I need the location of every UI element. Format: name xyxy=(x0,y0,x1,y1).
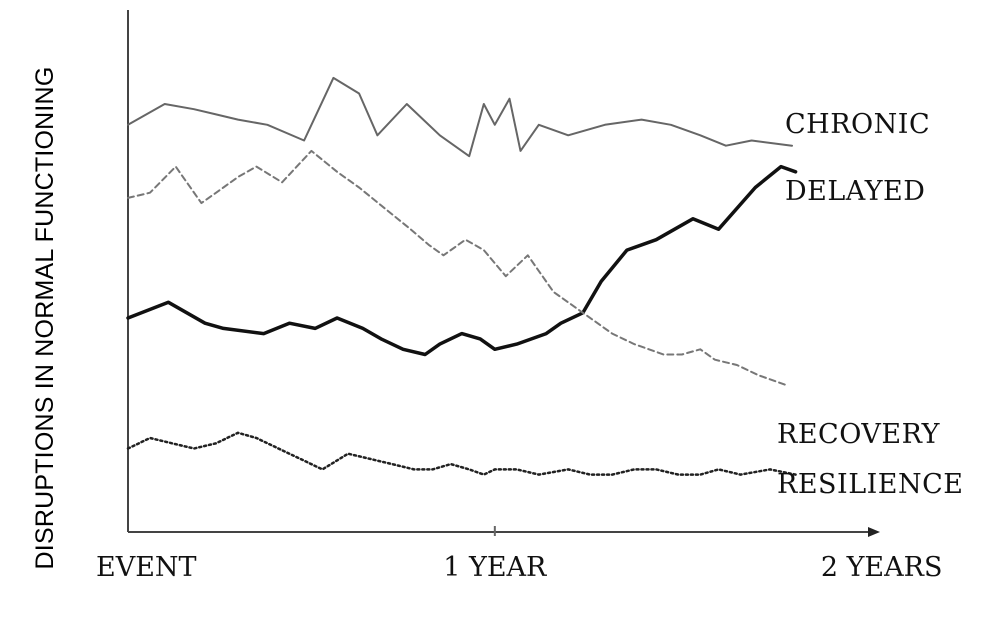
series-line-delayed xyxy=(126,164,798,357)
series-labels: CHRONIC DELAYED RECOVERY RESILIENCE xyxy=(777,109,964,500)
y-axis-label: DISRUPTIONS IN NORMAL FUNCTIONING xyxy=(31,67,59,570)
series-line-chronic xyxy=(127,76,793,158)
series-label-resilience: RESILIENCE xyxy=(777,469,964,500)
x-tick-label: 2 YEARS xyxy=(821,552,943,583)
series-line-recovery xyxy=(127,149,790,387)
x-tick-labels: EVENT 1 YEAR 2 YEARS xyxy=(96,552,942,583)
axes xyxy=(127,10,880,537)
series-label-chronic: CHRONIC xyxy=(785,109,930,140)
x-axis-arrow-icon xyxy=(868,527,880,537)
series-line-resilience xyxy=(126,431,797,476)
x-tick-label: EVENT xyxy=(96,552,197,583)
x-tick-label: 1 YEAR xyxy=(443,552,547,583)
series-label-delayed: DELAYED xyxy=(785,176,925,207)
series-label-recovery: RECOVERY xyxy=(777,419,941,450)
series-lines xyxy=(126,76,798,476)
